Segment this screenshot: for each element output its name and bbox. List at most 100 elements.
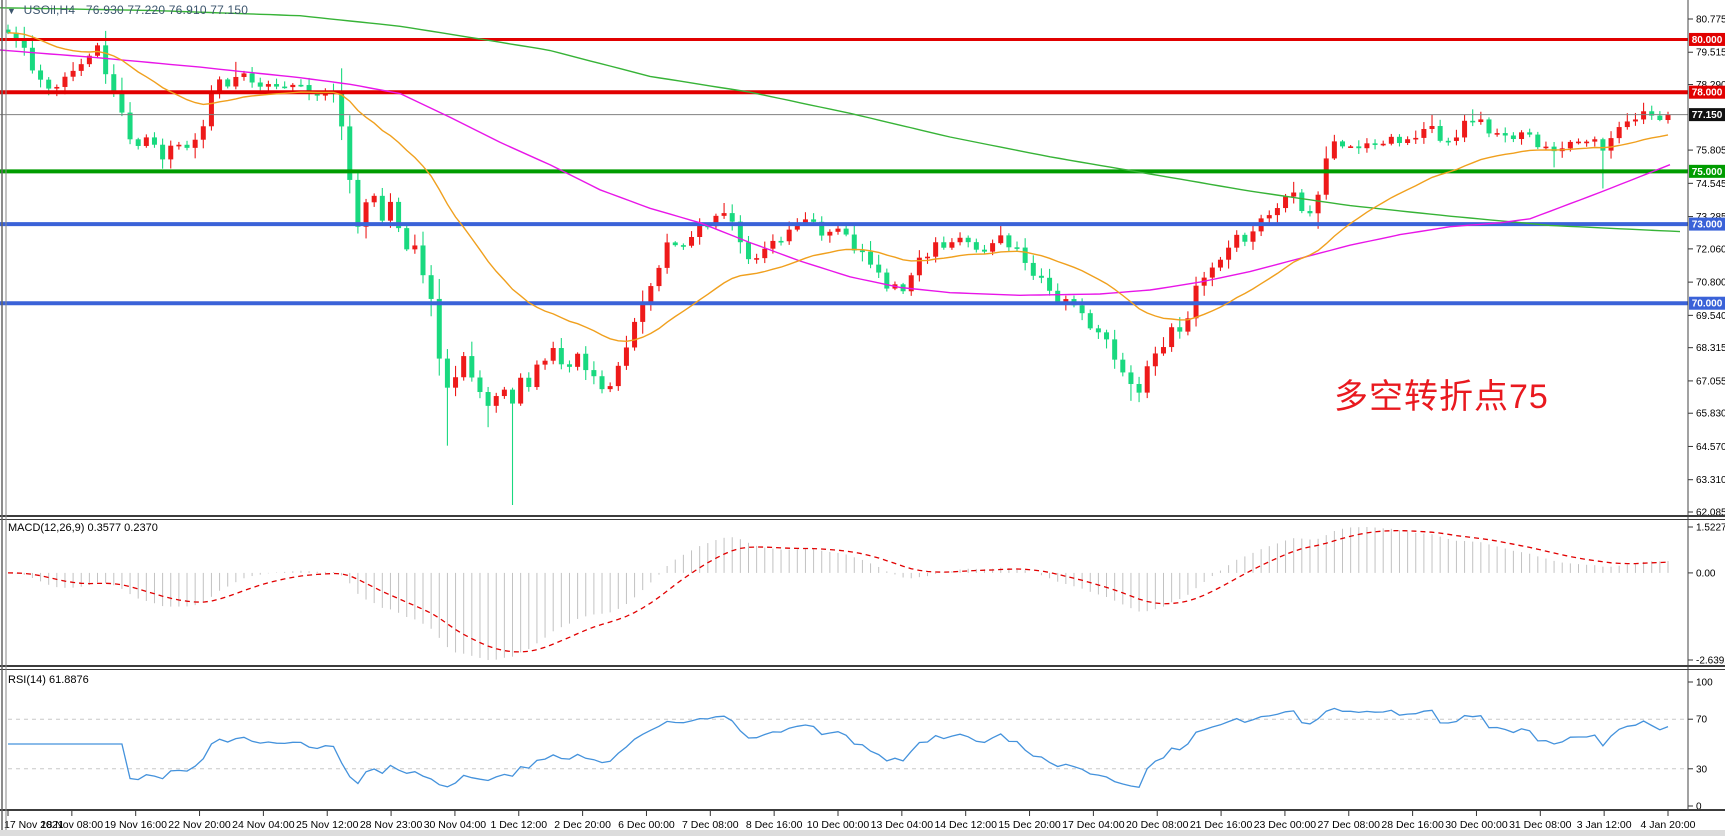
rsi-line bbox=[8, 707, 1669, 789]
macd-panel-area[interactable] bbox=[8, 520, 1688, 666]
candle-body bbox=[697, 225, 703, 238]
candle-body bbox=[876, 264, 882, 273]
candle-body bbox=[1340, 141, 1346, 147]
candle-body bbox=[412, 245, 418, 250]
time-tick-label: 28 Dec 16:00 bbox=[1381, 819, 1444, 831]
candle-body bbox=[1128, 372, 1134, 385]
price-tick-label: 74.545 bbox=[1696, 179, 1725, 190]
candle-body bbox=[1641, 111, 1647, 120]
candle-body bbox=[941, 242, 947, 248]
candle-body bbox=[1209, 267, 1215, 278]
candle-body bbox=[778, 240, 784, 243]
candle-body bbox=[314, 93, 320, 96]
candle-body bbox=[13, 32, 19, 39]
candle-body bbox=[1315, 194, 1321, 214]
candle-body bbox=[1445, 140, 1451, 143]
candle-body bbox=[623, 347, 629, 366]
candle-body bbox=[1470, 120, 1476, 123]
price-tick-label: 67.055 bbox=[1696, 376, 1725, 387]
price-tag-label: 75.000 bbox=[1692, 167, 1723, 178]
candle-body bbox=[1087, 313, 1093, 329]
candle-body bbox=[558, 348, 564, 365]
rsi-indicator-label: RSI(14) 61.8876 bbox=[8, 674, 89, 686]
candle-body bbox=[1665, 114, 1671, 121]
candle-body bbox=[566, 364, 572, 367]
candle-body bbox=[1217, 259, 1223, 268]
price-tag-label: 73.000 bbox=[1692, 220, 1723, 231]
time-tick-label: 31 Dec 08:00 bbox=[1509, 819, 1572, 831]
rsi-tick-label: 70 bbox=[1696, 715, 1708, 726]
candle-body bbox=[86, 55, 92, 65]
candle-body bbox=[54, 86, 60, 89]
candle-body bbox=[998, 235, 1004, 244]
candle-body bbox=[794, 223, 800, 230]
candle-body bbox=[371, 195, 377, 203]
candle-body bbox=[827, 231, 833, 236]
candle-body bbox=[648, 286, 654, 304]
candle-body bbox=[1104, 332, 1110, 340]
candle-body bbox=[925, 256, 931, 259]
rsi-panel-area[interactable] bbox=[8, 670, 1688, 810]
candle-body bbox=[802, 219, 808, 224]
annotation-text-object[interactable]: 多空转折点75 bbox=[1334, 378, 1549, 416]
candle-body bbox=[1527, 132, 1533, 135]
candle-body bbox=[1177, 327, 1183, 332]
price-tick-label: 80.775 bbox=[1696, 15, 1725, 26]
candle-body bbox=[1014, 247, 1020, 249]
candle-body bbox=[1348, 146, 1354, 148]
rsi-tick-label: 100 bbox=[1696, 678, 1713, 689]
candle-body bbox=[1283, 196, 1289, 209]
candle-body bbox=[469, 356, 475, 378]
candle-body bbox=[1600, 139, 1606, 151]
candle-body bbox=[1388, 136, 1394, 144]
time-tick-label: 17 Nov 2021 bbox=[4, 819, 64, 831]
candle-body bbox=[347, 126, 353, 180]
candle-body bbox=[526, 377, 532, 388]
price-tag-70.000 bbox=[1689, 296, 1725, 310]
candle-body bbox=[1437, 126, 1443, 141]
candle-body bbox=[387, 201, 393, 221]
candle-body bbox=[973, 242, 979, 250]
candle-body bbox=[1584, 141, 1590, 144]
candle-body bbox=[282, 86, 288, 89]
candle-body bbox=[550, 348, 556, 361]
candle-body bbox=[184, 144, 190, 148]
candle-body bbox=[868, 251, 874, 265]
candle-body bbox=[632, 321, 638, 348]
main-chart-area[interactable] bbox=[8, 0, 1688, 516]
price-tag-78.000 bbox=[1689, 85, 1725, 99]
time-tick-label: 27 Dec 08:00 bbox=[1318, 819, 1381, 831]
ohlc-values: 76.930 77.220 76.910 77.150 bbox=[85, 3, 249, 17]
price-axis[interactable] bbox=[1688, 0, 1725, 812]
price-tag-label: 70.000 bbox=[1692, 299, 1723, 310]
candle-body bbox=[379, 195, 385, 221]
candle-body bbox=[745, 242, 751, 260]
candle-body bbox=[493, 396, 499, 406]
price-tick-label: 62.085 bbox=[1696, 508, 1725, 519]
candle-body bbox=[1510, 135, 1516, 140]
candle-body bbox=[1380, 143, 1386, 146]
candle-body bbox=[1250, 231, 1256, 242]
candle-body bbox=[404, 228, 410, 250]
candle-body bbox=[1120, 359, 1126, 373]
candle-body bbox=[656, 267, 662, 287]
candle-body bbox=[46, 79, 52, 89]
collapse-icon[interactable]: ▼ bbox=[7, 6, 17, 16]
time-tick-label: 20 Dec 08:00 bbox=[1126, 819, 1189, 831]
candle-body bbox=[192, 139, 198, 148]
candle-body bbox=[981, 249, 987, 252]
candle-body bbox=[208, 92, 214, 127]
candle-body bbox=[135, 139, 141, 146]
candle-body bbox=[62, 76, 68, 87]
candle-body bbox=[510, 389, 516, 404]
price-tag-80.000 bbox=[1689, 32, 1725, 46]
rsi-tick-label: 0 bbox=[1696, 802, 1702, 813]
candle-body bbox=[78, 64, 84, 71]
candle-body bbox=[835, 228, 841, 232]
candle-body bbox=[306, 85, 312, 94]
candle-body bbox=[160, 144, 166, 160]
candle-body bbox=[453, 377, 459, 388]
price-tick-label: 78.290 bbox=[1696, 80, 1725, 91]
